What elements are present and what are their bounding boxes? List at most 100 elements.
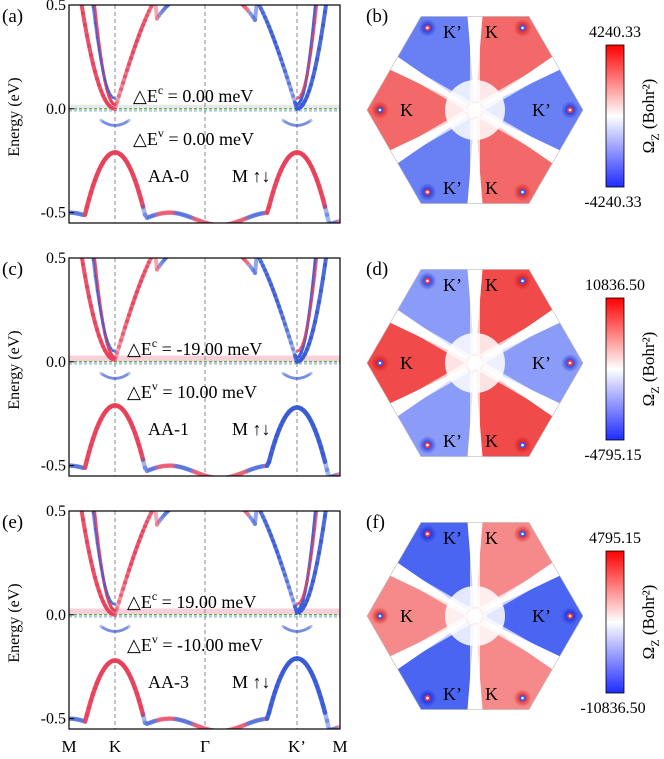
band-segment [190,215,198,222]
hexagon-border [366,522,584,710]
band-segment [287,81,293,92]
upper-band-2 [91,5,319,100]
band-segment [246,214,254,220]
band-segment [221,499,223,501]
band-segment [93,21,99,39]
band-segment [331,232,333,273]
band-segment [321,513,327,532]
band-segment [217,496,219,498]
band-segment [242,511,244,512]
band-segment [92,258,97,266]
band-segment [289,375,295,380]
k-point-label: K [485,528,498,548]
band-segment [71,155,73,196]
band-segment [97,48,103,63]
band-segment [252,212,260,218]
band-segment [105,375,111,379]
band-segment [178,464,186,470]
band-segment [321,262,327,281]
band-segment [109,105,115,111]
band-segment [154,717,162,723]
band-segment [75,0,77,18]
band-segment [289,87,295,99]
band-segment [93,514,99,536]
band-segment [320,196,328,209]
band-segment [227,500,229,504]
band-segment [152,212,160,218]
band-segment [111,102,117,107]
band-segment [327,486,329,501]
magnet-label: M ↑↓ [232,166,271,186]
band-segment [169,253,171,255]
band-segment [289,628,295,633]
band-segment [83,412,85,435]
band-segment [75,234,77,271]
colorbar [605,550,625,694]
band-segment [148,466,156,472]
band-segment [101,70,107,81]
band-segment [183,0,185,1]
band-segment [79,5,85,16]
band-segment [155,519,161,527]
band-segment [335,231,337,267]
band-segment [215,494,217,496]
band-segment [99,118,105,124]
band-segment [324,718,332,729]
band-segment [144,467,152,474]
band-segment [192,216,200,223]
band-segment [79,239,81,252]
band-segment [187,502,189,504]
band-segment [101,373,107,378]
band-segment [335,0,337,14]
map-panel-2: K’ K K K’ K’ K (f) 4795.15 -10836.50 ΩZ (Bohr²) [366,512,662,717]
band-segment [188,215,196,221]
band-segment [173,251,175,252]
band-segment [189,245,191,247]
band-segment [327,235,329,250]
band-segment [111,349,117,353]
band-segment [240,722,248,728]
band-segment [281,624,287,630]
band-segment [153,511,159,527]
band-segment [315,511,319,513]
band-segment [254,211,262,217]
band-segment [203,231,205,233]
band-segment [73,272,75,303]
band-segment [248,719,256,725]
band-segment [197,237,199,239]
colorbar [605,44,625,188]
k-point-label: K’ [532,353,551,373]
band-segment [105,122,111,126]
panel-letter: (e) [2,512,23,533]
band-segment [95,36,101,52]
x-tick-label-k: K [109,737,122,756]
band-segment [146,720,154,726]
band-segment [311,527,317,546]
band-segment [175,250,177,251]
band-segment [101,576,107,587]
band-segment [119,122,125,126]
colorbar-min-label: -4795.15 [584,447,641,464]
band-segment [324,212,332,223]
band-segment [99,60,105,73]
band-segment [75,50,77,79]
band-segment [234,724,242,729]
band-segment [237,504,239,505]
band-segment [211,490,213,492]
band-segment [190,468,198,475]
band-segment [201,488,203,490]
band-segment [329,273,331,312]
y-axis-label: Energy (eV) [6,330,23,409]
band-segment [247,513,253,521]
band-segment [152,5,154,6]
band-segment [209,237,211,239]
band-segment [111,608,117,613]
sector-blue [367,269,475,363]
band-segment [303,73,309,85]
band-segment [231,250,233,251]
delta-ec-annotation: △Ec = 0.00 meV [133,83,253,106]
band-segment [93,8,99,30]
y-tick-label: 0.5 [46,0,66,14]
band-segment [321,160,323,189]
band-segment [252,465,260,471]
